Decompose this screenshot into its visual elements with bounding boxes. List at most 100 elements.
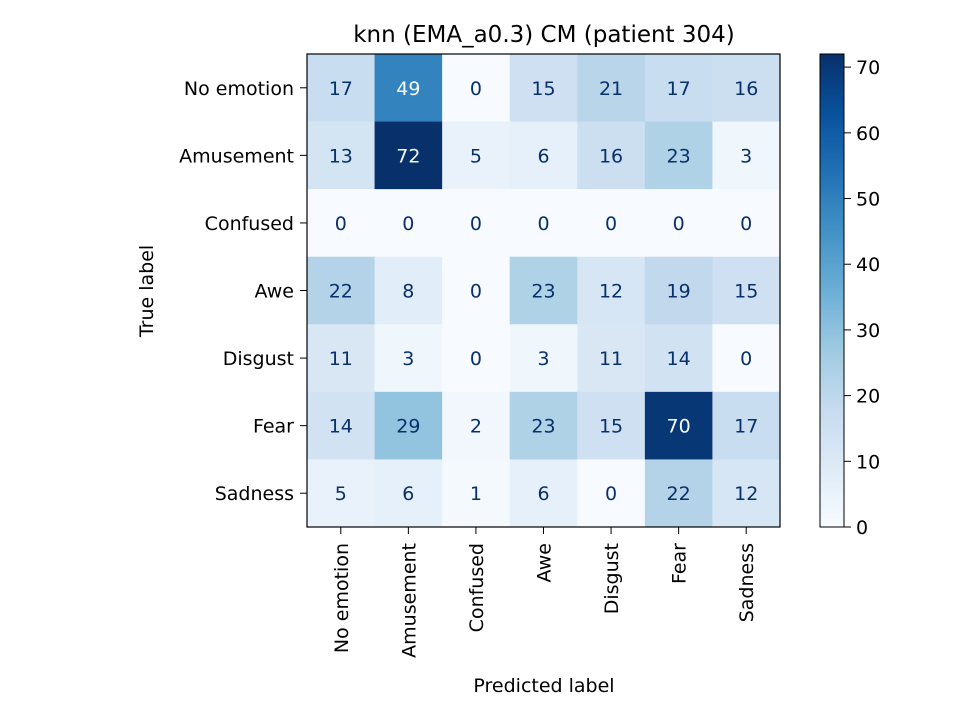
- cell-value-label: 15: [531, 78, 555, 100]
- cell-value-label: 15: [599, 416, 623, 438]
- heatmap-cell: [644, 391, 713, 460]
- y-tick-label: Sadness: [215, 483, 294, 505]
- heatmap-cell: [509, 54, 578, 123]
- x-tick-label: Sadness: [736, 543, 758, 622]
- cell-value-label: 72: [396, 145, 420, 167]
- cell-value-label: 0: [470, 213, 482, 235]
- heatmap-cell: [712, 391, 781, 460]
- x-tick-label: No emotion: [331, 543, 353, 653]
- heatmap-cell: [374, 189, 443, 258]
- cell-value-label: 0: [740, 348, 752, 370]
- heatmap-cell: [374, 459, 443, 528]
- cell-value-label: 5: [470, 145, 482, 167]
- y-axis-ticks: No emotion Amusement Confused Awe Disgust Fea…: [179, 78, 307, 505]
- heatmap-cell: [307, 121, 376, 190]
- heatmap-cell: [509, 189, 578, 258]
- cell-value-label: 14: [329, 416, 353, 438]
- cell-value-label: 19: [667, 281, 691, 303]
- cell-value-label: 22: [667, 483, 691, 505]
- colorbar-tick-label: 20: [856, 386, 880, 408]
- heatmap-cell: [374, 324, 443, 393]
- heatmap-cell: [509, 459, 578, 528]
- cell-value-label: 17: [667, 78, 691, 100]
- y-tick-label: Awe: [255, 281, 294, 303]
- heatmap-cell: [712, 256, 781, 325]
- heatmap-cell: [712, 189, 781, 258]
- heatmap-cell: [374, 121, 443, 190]
- heatmap-cell: [712, 324, 781, 393]
- cell-value-label: 22: [329, 281, 353, 303]
- heatmap-cell: [577, 324, 646, 393]
- heatmap-cell: [509, 121, 578, 190]
- x-axis-ticks: No emotion Amusement Confused Awe Disgust Fea…: [331, 527, 758, 658]
- heatmap-cell: [374, 256, 443, 325]
- heatmap-cell: [442, 121, 511, 190]
- cell-value-label: 15: [734, 281, 758, 303]
- colorbar-tick-label: 0: [856, 517, 868, 539]
- heatmap-cell: [509, 256, 578, 325]
- x-tick-label: Amusement: [398, 543, 420, 658]
- colorbar-tick-label: 30: [856, 320, 880, 342]
- heatmap-cell: [442, 189, 511, 258]
- cell-value-label: 3: [402, 348, 414, 370]
- cell-value-label: 0: [605, 483, 617, 505]
- cell-value-label: 8: [402, 281, 414, 303]
- heatmap-cell: [577, 459, 646, 528]
- cell-value-label: 12: [734, 483, 758, 505]
- colorbar-ticks: 0 10 20 30 40 50 60 70: [844, 57, 880, 539]
- cell-value-label: 6: [537, 483, 549, 505]
- heatmap-cell: [307, 54, 376, 123]
- cell-value-label: 0: [740, 213, 752, 235]
- heatmap-cell: [577, 189, 646, 258]
- cell-value-label: 17: [329, 78, 353, 100]
- heatmap-cell: [442, 256, 511, 325]
- heatmap-cell: [442, 459, 511, 528]
- y-tick-label: No emotion: [184, 78, 294, 100]
- heatmap-cell: [644, 121, 713, 190]
- cell-value-label: 11: [599, 348, 623, 370]
- heatmap-cell: [577, 391, 646, 460]
- cell-value-label: 0: [537, 213, 549, 235]
- cell-value-label: 0: [605, 213, 617, 235]
- cell-value-label: 23: [667, 145, 691, 167]
- heatmap-cell: [307, 256, 376, 325]
- x-tick-label: Confused: [466, 543, 488, 632]
- colorbar-tick-label: 70: [856, 57, 880, 79]
- y-tick-label: Amusement: [179, 145, 294, 167]
- heatmap-cell: [307, 459, 376, 528]
- cell-value-label: 0: [470, 281, 482, 303]
- cell-value-label: 0: [673, 213, 685, 235]
- heatmap-cells: [307, 54, 781, 528]
- heatmap-cell: [374, 54, 443, 123]
- x-tick-label: Awe: [534, 543, 556, 582]
- cell-value-label: 14: [667, 348, 691, 370]
- heatmap-cell: [644, 256, 713, 325]
- heatmap-cell: [442, 324, 511, 393]
- cell-value-label: 0: [470, 348, 482, 370]
- heatmap-cell: [577, 54, 646, 123]
- cell-value-label: 3: [537, 348, 549, 370]
- heatmap-cell: [307, 189, 376, 258]
- cell-value-label: 5: [335, 483, 347, 505]
- cell-value-label: 6: [402, 483, 414, 505]
- cell-value-label: 23: [531, 281, 555, 303]
- cell-value-label: 12: [599, 281, 623, 303]
- heatmap-cell: [644, 54, 713, 123]
- cell-value-label: 13: [329, 145, 353, 167]
- colorbar-tick-label: 60: [856, 123, 880, 145]
- cell-value-label: 0: [335, 213, 347, 235]
- cell-value-label: 29: [396, 416, 420, 438]
- heatmap-cell: [442, 391, 511, 460]
- heatmap-cell: [307, 391, 376, 460]
- x-tick-label: Disgust: [601, 543, 623, 614]
- heatmap-cell: [442, 54, 511, 123]
- heatmap-cell: [374, 391, 443, 460]
- cell-value-label: 23: [531, 416, 555, 438]
- heatmap-cell: [307, 324, 376, 393]
- cell-value-label: 3: [740, 145, 752, 167]
- cell-value-label: 49: [396, 78, 420, 100]
- cell-value-label: 0: [402, 213, 414, 235]
